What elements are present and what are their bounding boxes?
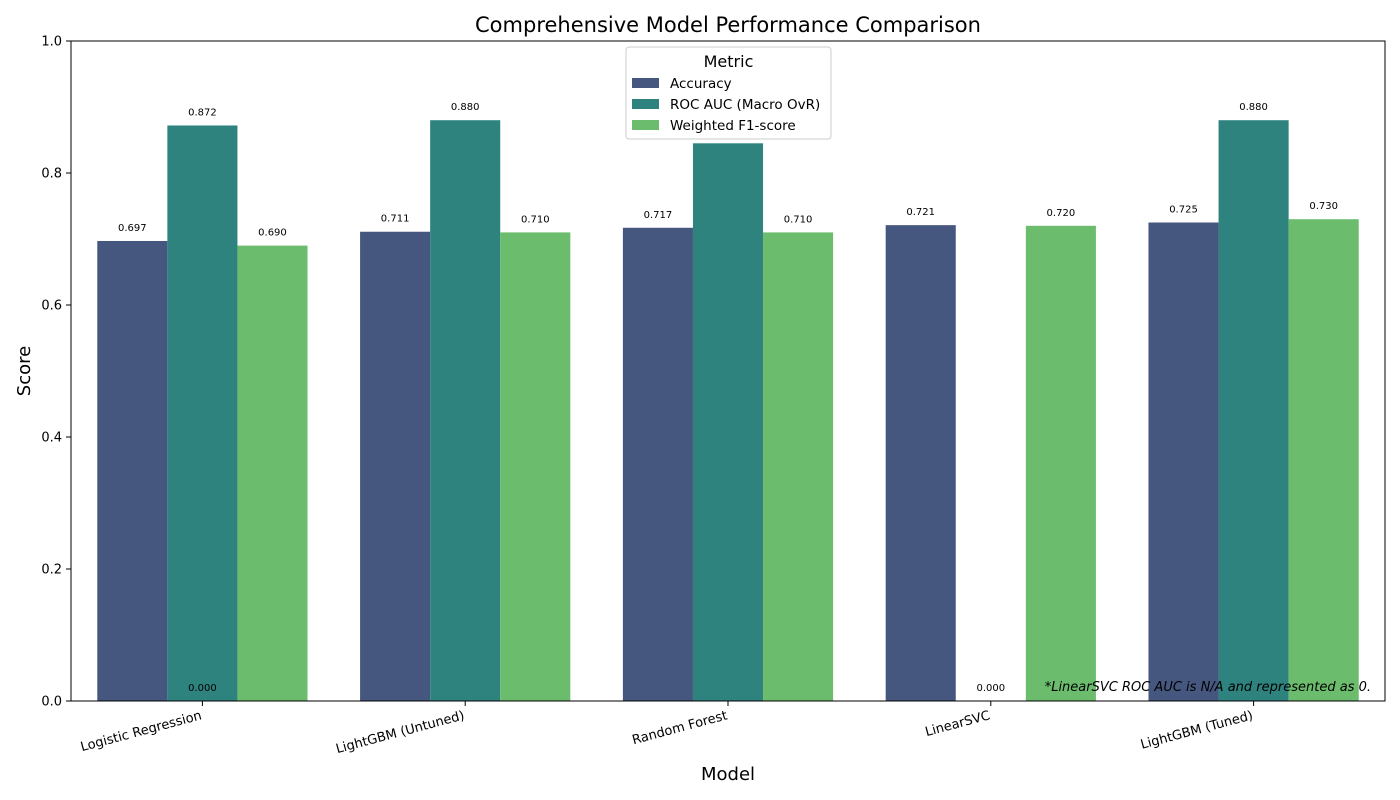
bar-value-label: 0.880 [1239,102,1268,113]
bar-value-label: 0.697 [118,223,147,234]
bar [500,232,571,701]
y-tick-label: 1.0 [41,35,62,50]
bar-value-label: 0.717 [644,210,673,221]
legend-swatch [632,78,659,88]
bar [167,125,238,702]
chart-title: Comprehensive Model Performance Comparis… [475,13,981,37]
y-axis-title: Score [14,346,35,396]
legend-title: Metric [704,52,754,71]
x-tick-label: LightGBM (Untuned) [334,708,466,757]
legend: Metric Accuracy ROC AUC (Macro OvR) Weighte… [625,46,832,140]
bar [1025,225,1096,702]
bar-value-label: 0.721 [906,207,935,218]
bar-value-label: 0.710 [521,214,550,225]
bar-value-label: 0.880 [451,102,480,113]
bar [1148,222,1219,701]
bar-value-label: 0.690 [258,228,287,239]
y-tick-label: 0.0 [41,695,62,710]
legend-label: ROC AUC (Macro OvR) [670,97,820,113]
bar [1288,219,1359,701]
y-tick-label: 0.4 [41,431,62,446]
y-tick-label: 0.2 [41,563,62,578]
bar [360,231,431,702]
legend-label: Weighted F1-score [670,118,796,134]
bar-value-label: 0.711 [381,214,410,225]
legend-swatch [632,120,659,130]
bar-value-label: 0.000 [188,683,217,694]
bar-value-label: 0.730 [1309,201,1338,212]
chart-annotation: *LinearSVC ROC AUC is N/A and represente… [1045,680,1371,695]
y-tick-label: 0.6 [41,299,62,314]
bar [885,225,956,701]
x-axis-title: Model [701,764,755,785]
bar-value-label: 0.720 [1047,208,1076,219]
x-tick-label: LightGBM (Tuned) [1139,708,1255,752]
bar-labels-layer: 0.697 0.711 0.717 0.721 0.725 0.872 0.880 0.000… [118,102,1338,694]
bar-value-label: 0.000 [976,683,1005,694]
bar [763,232,834,701]
bar-value-label: 0.710 [784,214,813,225]
y-tick-label: 0.8 [41,167,62,182]
bar [622,227,693,701]
bar [430,120,501,701]
bar-value-label: 0.872 [188,107,217,118]
bar-value-label: 0.725 [1169,205,1198,216]
bar [692,143,764,702]
bars-layer [97,120,1359,702]
x-tick-label: LinearSVC [924,708,992,740]
x-tick-label: Logistic Regression [79,708,203,755]
x-tick-label: Random Forest [631,708,729,748]
legend-swatch [632,99,659,109]
legend-box [625,46,832,140]
bar [97,240,168,702]
bar [1218,120,1289,701]
legend-label: Accuracy [670,76,732,92]
bar [237,245,308,701]
